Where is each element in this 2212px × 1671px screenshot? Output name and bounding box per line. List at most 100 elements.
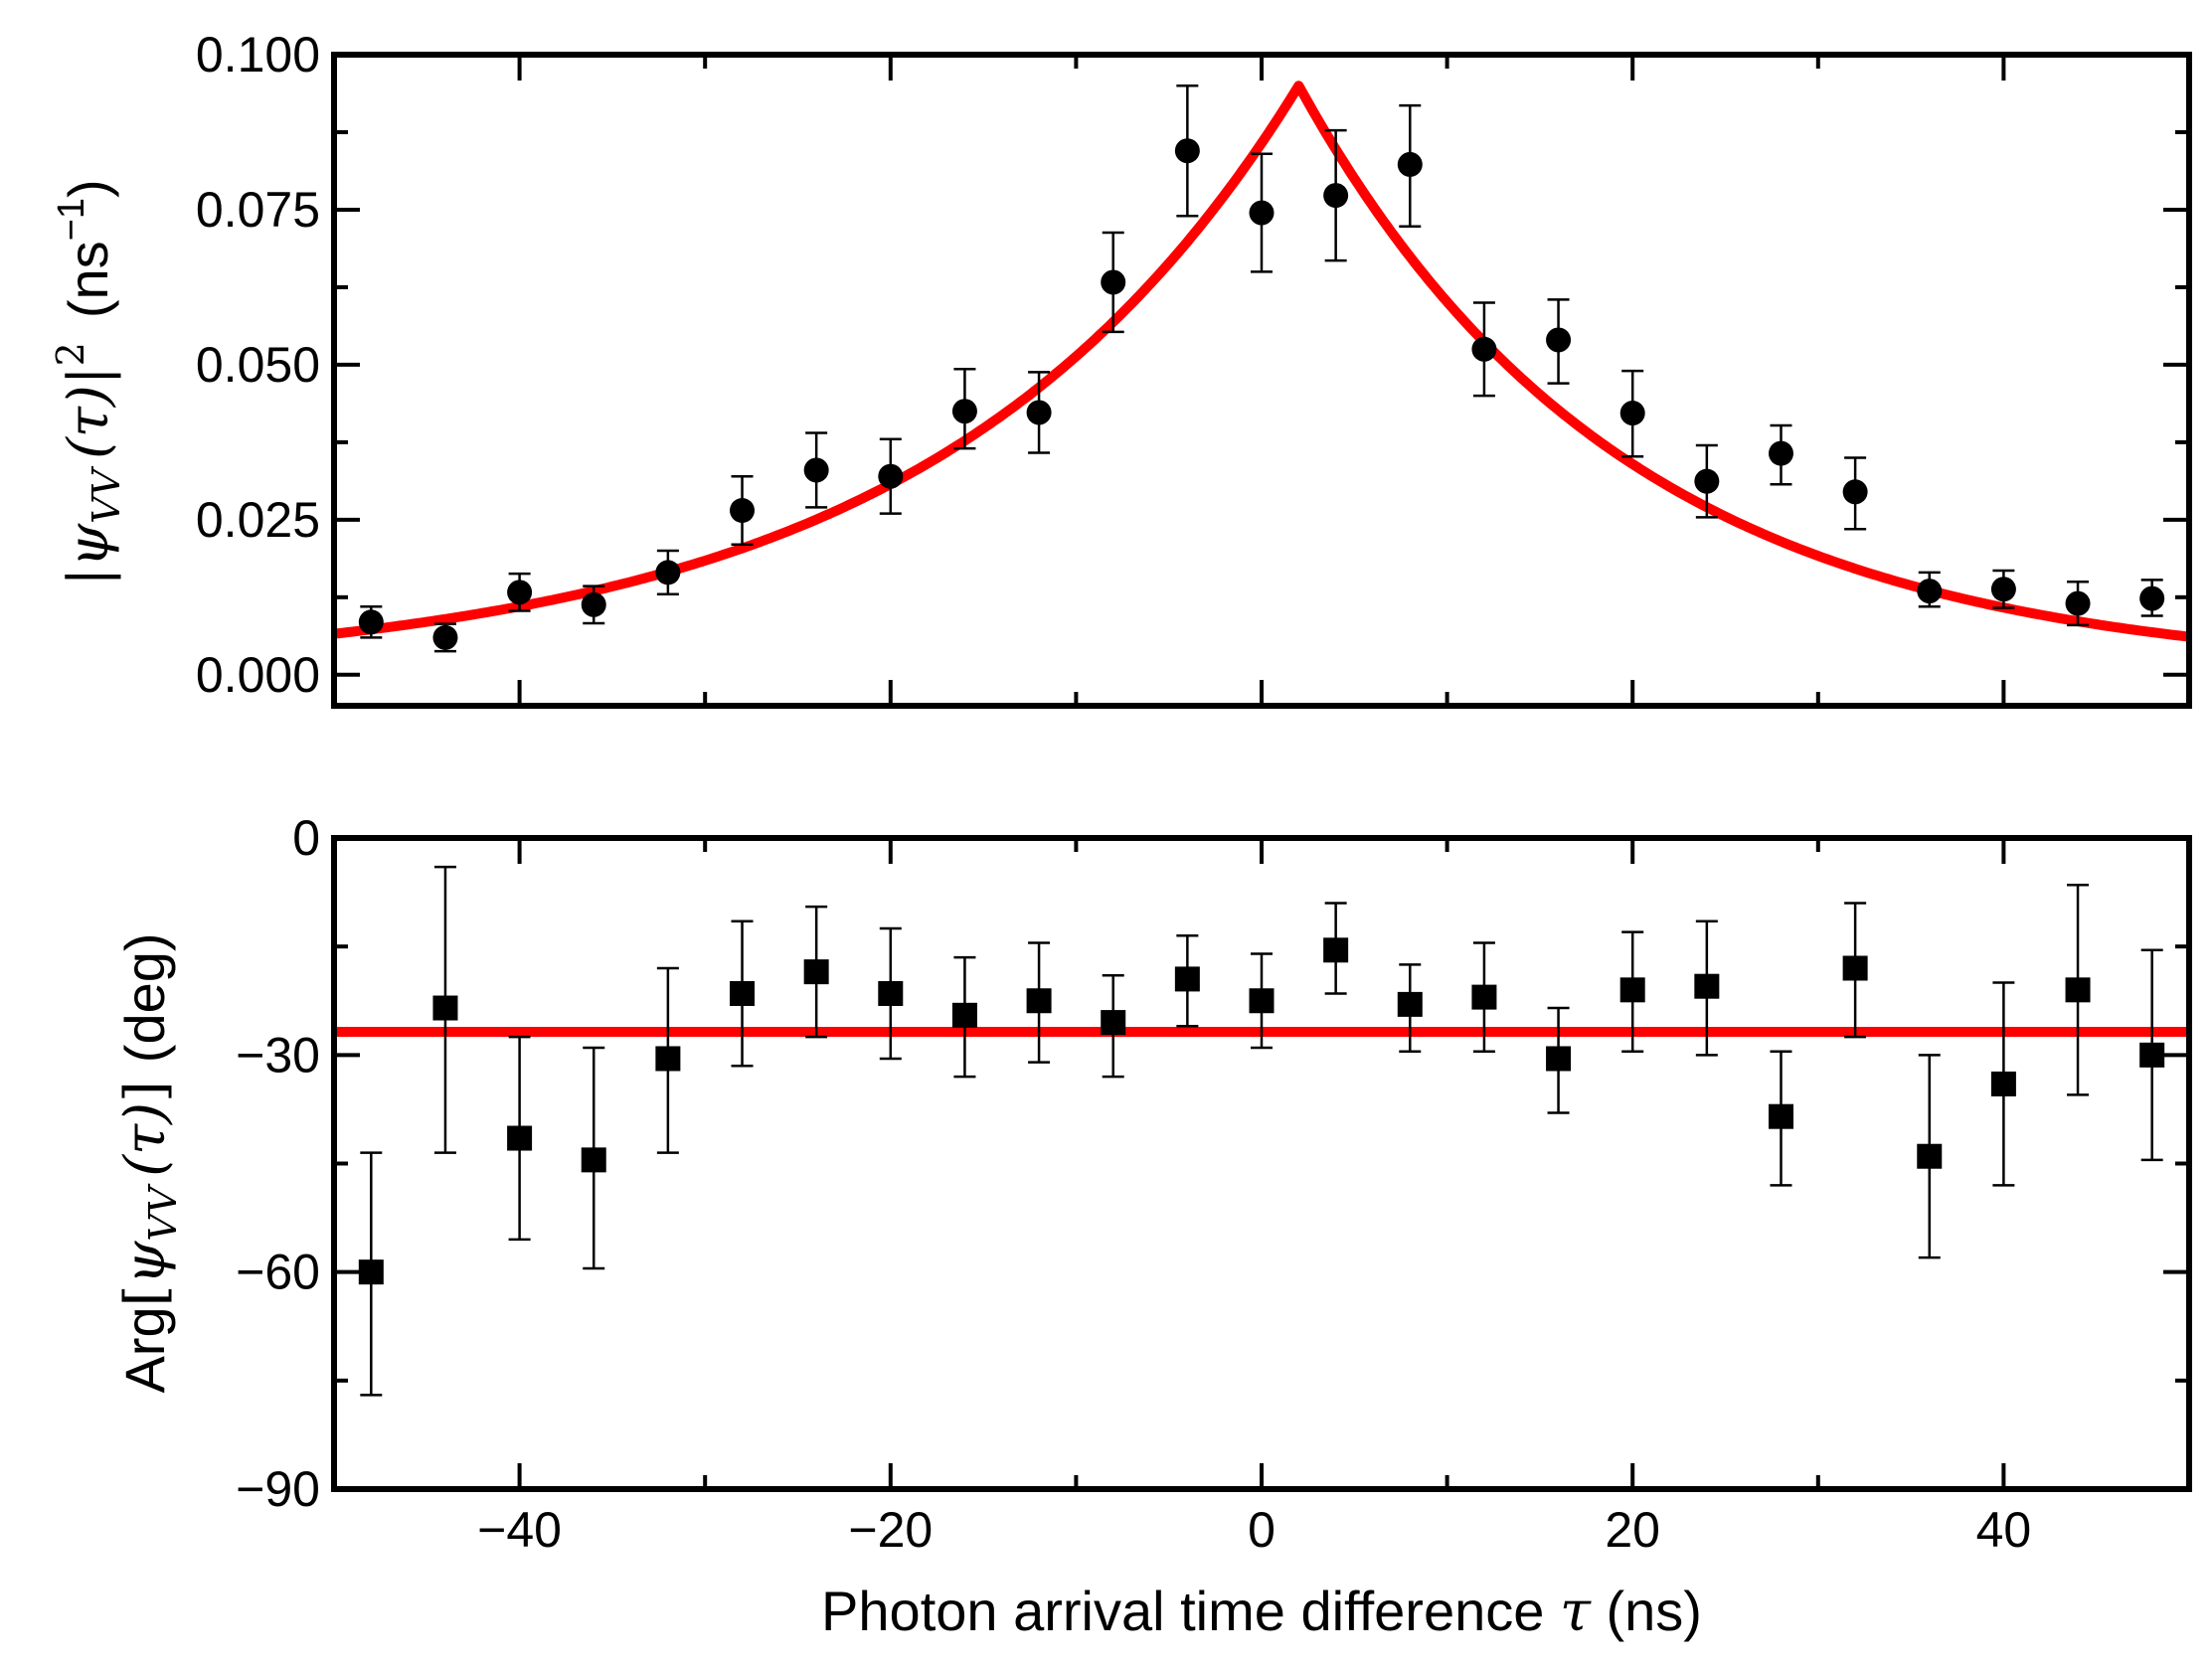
top-ylabel-unit-exp: −1 xyxy=(51,198,92,241)
top-data-point xyxy=(1174,84,1200,218)
top-data-points xyxy=(358,84,2165,653)
top-marker-circle xyxy=(2139,585,2165,611)
top-ytick-labels: 0.000 0.025 0.050 0.075 0.100 xyxy=(196,27,320,703)
top-ytick-label: 0.000 xyxy=(196,647,320,703)
bottom-marker-square xyxy=(1249,988,1275,1014)
top-data-point xyxy=(1397,103,1423,229)
bottom-marker-square xyxy=(1694,973,1720,999)
top-data-point xyxy=(1917,571,1943,608)
top-ylabel-psi: ψ xyxy=(57,523,121,568)
bottom-xtick-label: −40 xyxy=(477,1502,562,1558)
top-data-point xyxy=(1546,298,1572,385)
bottom-data-point xyxy=(1026,941,1052,1064)
bottom-ylabel-bracket-open: [ xyxy=(113,1285,178,1307)
top-data-point xyxy=(432,622,458,653)
bottom-marker-square xyxy=(1471,984,1497,1010)
top-ylabel-bar-open: | xyxy=(57,568,121,586)
top-data-point xyxy=(1026,371,1052,454)
top-marker-circle xyxy=(1990,577,2016,602)
bottom-data-points xyxy=(358,865,2165,1397)
bottom-xtick-label: 0 xyxy=(1248,1502,1276,1558)
bottom-marker-square xyxy=(1768,1103,1793,1129)
bottom-data-point xyxy=(1990,981,2016,1187)
top-marker-circle xyxy=(358,609,384,635)
top-ylabel-sup: 2 xyxy=(49,342,92,366)
bottom-marker-square xyxy=(2065,977,2091,1003)
top-data-point xyxy=(655,549,681,595)
bottom-data-point xyxy=(1546,1006,1572,1114)
top-data-point xyxy=(507,572,533,612)
top-ytick-label: 0.075 xyxy=(196,182,320,238)
bottom-marker-square xyxy=(803,959,829,985)
bottom-xlabel-text: Photon arrival time difference xyxy=(821,1580,1560,1642)
top-data-point xyxy=(1101,231,1126,334)
bottom-ylabel-tau: (τ) xyxy=(113,1102,178,1177)
bottom-data-point xyxy=(1619,930,1645,1053)
bottom-marker-square xyxy=(1101,1010,1126,1036)
bottom-data-point xyxy=(1471,941,1497,1053)
top-marker-circle xyxy=(1842,479,1868,505)
bottom-marker-square xyxy=(1917,1143,1943,1169)
bottom-ylabel: Arg[ψVV (τ)] (deg) xyxy=(113,932,185,1393)
top-marker-circle xyxy=(1768,440,1793,466)
bottom-marker-square xyxy=(1842,955,1868,981)
top-marker-circle xyxy=(803,457,829,483)
bottom-panel: −90−60−300 −40 −20 0 20 40 Arg[ψVV(τ)](deg) … xyxy=(113,810,2192,1644)
bottom-ylabel-psi: ψ xyxy=(113,1241,178,1285)
top-marker-circle xyxy=(507,580,533,605)
top-marker-circle xyxy=(1323,183,1349,209)
top-marker-circle xyxy=(878,463,904,489)
bottom-marker-square xyxy=(432,995,458,1021)
top-ytick-label: 0.100 xyxy=(196,27,320,83)
bottom-data-point xyxy=(1323,902,1349,995)
top-ylabel-sub: VV xyxy=(85,465,128,523)
top-fit-curve-path xyxy=(333,81,2190,642)
bottom-data-point xyxy=(1397,963,1423,1053)
bottom-ylabel-bracket-close: ] xyxy=(113,1081,178,1102)
bottom-marker-square xyxy=(878,980,904,1006)
bottom-data-point xyxy=(878,926,904,1061)
bottom-data-point xyxy=(1768,1050,1793,1187)
top-data-point xyxy=(1990,569,2016,609)
bottom-data-point xyxy=(581,1046,606,1270)
bottom-xtick-labels: −40 −20 0 20 40 xyxy=(477,1502,2031,1558)
bottom-data-point xyxy=(1101,974,1126,1079)
bottom-ylabel-arg: Arg xyxy=(113,1306,176,1393)
top-marker-circle xyxy=(1917,579,1943,604)
top-data-point xyxy=(2065,580,2091,627)
bottom-data-point xyxy=(803,905,829,1039)
bottom-ytick-label: −60 xyxy=(236,1245,320,1300)
top-data-point xyxy=(951,368,977,450)
top-marker-circle xyxy=(1174,138,1200,164)
bottom-ylabel-sub: VV xyxy=(141,1183,185,1241)
bottom-marker-square xyxy=(1619,977,1645,1003)
bottom-ytick-labels: −90 −60 −30 0 xyxy=(236,810,320,1517)
top-ylabel: |ψVV(τ)|2(ns−1) xyxy=(49,179,128,585)
top-marker-circle xyxy=(1101,269,1126,295)
bottom-xlabel-unit: (ns) xyxy=(1591,1580,1702,1642)
top-ylabel-bar-close: | xyxy=(57,366,121,385)
top-marker-circle xyxy=(432,624,458,650)
bottom-data-point xyxy=(432,865,458,1154)
bottom-marker-square xyxy=(1990,1071,2016,1096)
bottom-data-point xyxy=(1694,919,1720,1057)
top-marker-circle xyxy=(1694,468,1720,494)
bottom-data-point xyxy=(358,1151,384,1397)
bottom-marker-square xyxy=(507,1125,533,1151)
bottom-marker-square xyxy=(581,1147,606,1173)
top-data-point xyxy=(730,474,756,547)
top-marker-circle xyxy=(581,591,606,617)
bottom-marker-square xyxy=(730,980,756,1006)
bottom-data-point xyxy=(507,1035,533,1242)
bottom-ytick-label: −30 xyxy=(236,1027,320,1083)
bottom-xtick-label: 40 xyxy=(1976,1502,2032,1558)
top-fit-curve xyxy=(333,81,2190,642)
bottom-ytick-label: 0 xyxy=(292,810,320,866)
top-data-point xyxy=(1471,301,1497,398)
top-data-point xyxy=(1323,128,1349,262)
top-data-point xyxy=(1768,423,1793,486)
bottom-data-point xyxy=(2065,884,2091,1096)
bottom-marker-square xyxy=(1026,988,1052,1014)
bottom-xtick-label: −20 xyxy=(848,1502,933,1558)
